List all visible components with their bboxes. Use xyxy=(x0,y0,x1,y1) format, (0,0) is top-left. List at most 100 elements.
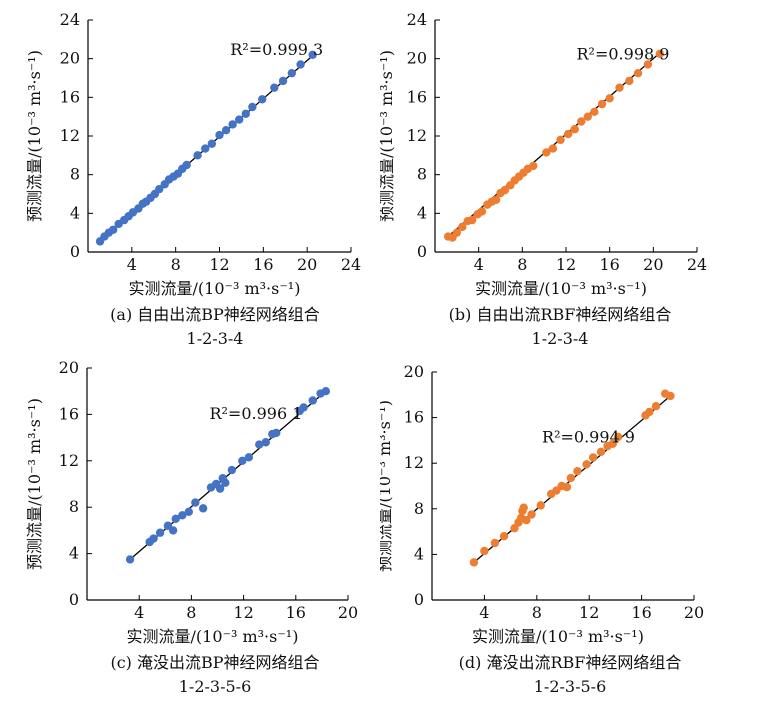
data-point xyxy=(643,60,653,69)
data-point xyxy=(480,546,489,556)
data-point xyxy=(193,151,202,160)
data-point xyxy=(178,511,187,520)
data-point xyxy=(615,83,624,92)
data-point xyxy=(296,60,305,69)
data-point xyxy=(321,387,331,396)
scatter-chart-d: 4 8 12 16 20 0 4 8 12 16 20 R²=0.994 9 实测流量/(10⁻³ m³… xyxy=(375,362,704,696)
panel-caption-combination: 1-2-3-5-6 xyxy=(534,677,607,696)
data-point xyxy=(248,102,257,112)
data-point xyxy=(171,514,180,523)
chart-panel-c: 4 8 12 16 20 0 4 8 12 16 20 R²=0.996 1 实测流量/(10⁻³ m³… xyxy=(0,350,380,700)
data-point xyxy=(452,228,462,237)
data-point xyxy=(519,503,528,512)
x-axis-label: 实测流量/(10⁻³ m³·s⁻¹) xyxy=(472,627,644,646)
x-tick-label: 12 xyxy=(209,255,229,274)
x-tick-label: 4 xyxy=(134,603,144,622)
data-point xyxy=(308,396,317,405)
data-point xyxy=(308,50,317,59)
panel-caption: (d) 淹没出流RBF神经网络组合 xyxy=(459,653,682,672)
data-point xyxy=(221,478,230,488)
scatter-chart-a: 4 8 12 16 20 24 0 4 8 12 16 20 24 R²=0.999 3 实测流量/(10⁻… xyxy=(25,10,361,348)
data-point xyxy=(522,516,531,525)
data-point xyxy=(536,501,545,510)
data-point xyxy=(613,432,623,442)
y-tick-label: 0 xyxy=(70,242,80,261)
data-point xyxy=(244,453,254,462)
chart-panel-d: 4 8 12 16 20 0 4 8 12 16 20 R²=0.994 9 实测流量/(10⁻³ m³… xyxy=(375,350,760,700)
data-point xyxy=(467,215,477,225)
y-tick-label: 16 xyxy=(60,87,80,106)
y-tick-label: 4 xyxy=(69,544,79,563)
y-tick-label: 20 xyxy=(59,358,79,377)
y-axis-label: 预测流量/(10⁻³ m³·s⁻¹) xyxy=(380,50,396,222)
data-point xyxy=(149,534,158,543)
panel-caption: (b) 自由出流RBF神经网络组合 xyxy=(449,305,672,324)
x-tick-label: 8 xyxy=(517,255,527,274)
y-tick-label: 16 xyxy=(404,408,424,427)
data-point xyxy=(608,439,617,449)
y-tick-label: 8 xyxy=(417,165,427,184)
y-tick-label: 8 xyxy=(69,497,79,516)
panel-caption-combination: 1-2-3-5-6 xyxy=(179,677,252,696)
data-point xyxy=(651,402,661,411)
data-point xyxy=(556,135,565,145)
x-tick-label: 8 xyxy=(532,603,542,622)
x-tick-label: 4 xyxy=(479,603,489,622)
x-axis-label: 实测流量/(10⁻³ m³·s⁻¹) xyxy=(127,627,299,646)
y-tick-label: 20 xyxy=(407,49,427,68)
y-tick-label: 0 xyxy=(417,242,427,261)
y-tick-label: 12 xyxy=(407,126,427,145)
data-point xyxy=(109,225,118,234)
data-point xyxy=(596,447,606,456)
data-point xyxy=(238,456,247,465)
data-point xyxy=(469,558,479,567)
data-point xyxy=(597,99,607,109)
data-point xyxy=(563,129,573,139)
scatter-chart-c: 4 8 12 16 20 0 4 8 12 16 20 R²=0.996 1 实测流量/(10⁻³ m³… xyxy=(25,358,358,696)
x-tick-label: 16 xyxy=(286,603,306,622)
y-tick-label: 16 xyxy=(59,404,79,423)
data-point xyxy=(287,68,297,78)
data-point xyxy=(570,125,579,134)
data-point xyxy=(184,507,193,517)
y-tick-label: 4 xyxy=(417,203,427,222)
data-point xyxy=(527,510,536,519)
data-point xyxy=(258,95,267,104)
data-point xyxy=(500,185,510,195)
y-tick-label: 8 xyxy=(70,165,80,184)
data-point xyxy=(562,482,572,492)
x-tick-label: 20 xyxy=(684,603,704,622)
y-tick-label: 12 xyxy=(59,451,79,470)
r-squared-annotation: R²=0.996 1 xyxy=(209,404,302,423)
data-point xyxy=(198,504,208,513)
data-point xyxy=(490,538,500,548)
x-axis-label: 实测流量/(10⁻³ m³·s⁻¹) xyxy=(475,279,647,298)
data-point xyxy=(155,528,165,537)
data-point xyxy=(529,161,538,171)
x-tick-label: 20 xyxy=(297,255,317,274)
data-point xyxy=(583,112,593,121)
chart-panel-b: 4 8 12 16 20 24 0 4 8 12 16 20 24 R²=0.998 9 实测流量/(10⁻… xyxy=(377,0,760,350)
y-tick-label: 20 xyxy=(404,362,424,381)
r-squared-annotation: R²=0.999 3 xyxy=(230,40,323,59)
panel-caption-combination: 1-2-3-4 xyxy=(532,329,589,348)
y-axis-label: 预测流量/(10⁻³ m³·s⁻¹) xyxy=(380,400,394,572)
data-point xyxy=(272,428,281,438)
data-point xyxy=(458,222,467,232)
r-squared-annotation: R²=0.994 9 xyxy=(542,428,635,447)
data-point xyxy=(582,460,591,469)
data-point xyxy=(215,484,225,493)
chart-panel-a: 4 8 12 16 20 24 0 4 8 12 16 20 24 R²=0.999 3 实测流量/(10⁻… xyxy=(0,0,380,350)
data-point xyxy=(666,391,675,401)
y-tick-label: 12 xyxy=(60,126,80,145)
panel-caption: (c) 淹没出流BP神经网络组合 xyxy=(110,653,319,672)
y-tick-label: 0 xyxy=(414,590,424,609)
data-point xyxy=(299,403,308,412)
y-axis-label: 预测流量/(10⁻³ m³·s⁻¹) xyxy=(25,398,44,570)
data-point xyxy=(625,76,634,86)
y-tick-label: 24 xyxy=(407,10,427,29)
x-tick-label: 20 xyxy=(643,255,663,274)
y-tick-label: 20 xyxy=(60,49,80,68)
y-tick-label: 24 xyxy=(60,10,80,29)
x-tick-label: 16 xyxy=(253,255,273,274)
